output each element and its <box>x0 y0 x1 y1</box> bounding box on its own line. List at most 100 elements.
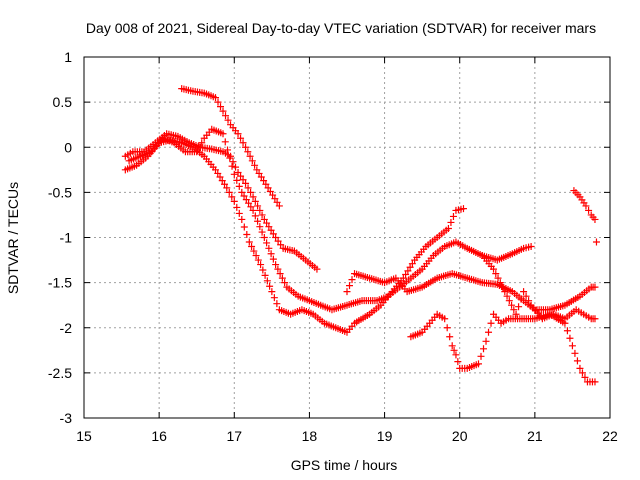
data-point <box>242 196 250 204</box>
data-point <box>219 130 227 138</box>
data-point <box>244 184 252 192</box>
data-point <box>505 297 513 305</box>
series-track-2 <box>121 136 467 336</box>
y-tick-label: 0 <box>64 139 72 155</box>
data-point <box>452 351 460 359</box>
plot-frame <box>83 56 611 419</box>
data-point <box>235 182 243 190</box>
data-point <box>224 116 232 124</box>
data-point <box>212 166 219 174</box>
data-point <box>568 342 576 350</box>
data-point <box>274 265 282 273</box>
data-point <box>480 345 488 353</box>
data-point <box>234 169 242 177</box>
data-point <box>266 187 274 195</box>
data-point <box>214 98 222 106</box>
x-tick-label: 20 <box>452 428 468 444</box>
data-point <box>446 333 454 341</box>
data-point <box>218 177 226 185</box>
data-point <box>263 277 271 285</box>
data-point <box>221 138 229 146</box>
data-point <box>263 239 271 247</box>
data-point <box>247 203 255 211</box>
data-point <box>216 173 224 181</box>
data-point <box>249 193 257 201</box>
data-point <box>264 184 272 192</box>
data-point <box>267 250 275 258</box>
data-point <box>447 218 455 226</box>
x-tick-label: 17 <box>226 428 242 444</box>
data-point <box>510 306 518 314</box>
data-point <box>233 203 241 211</box>
data-point <box>494 274 502 282</box>
data-point <box>234 130 242 138</box>
data-point <box>591 378 599 386</box>
data-point <box>343 288 351 296</box>
data-point <box>313 265 321 273</box>
data-point <box>454 358 462 366</box>
data-point <box>585 206 593 214</box>
data-point <box>212 94 219 102</box>
data-point <box>254 256 262 264</box>
data-point <box>251 161 259 169</box>
x-tick-label: 15 <box>76 428 92 444</box>
data-point <box>260 177 268 185</box>
x-tick-label: 22 <box>602 428 618 444</box>
data-point <box>406 263 414 271</box>
data-point <box>578 369 586 377</box>
data-point <box>444 224 452 232</box>
data-point <box>228 193 236 201</box>
data-point <box>268 288 276 296</box>
data-point <box>228 162 236 170</box>
data-point <box>233 176 241 184</box>
data-point <box>245 238 253 246</box>
data-point <box>240 223 248 231</box>
data-point <box>277 241 285 249</box>
data-point <box>281 279 289 287</box>
data-point <box>269 255 277 263</box>
data-point <box>487 319 495 327</box>
data-point <box>272 261 280 269</box>
data-point <box>258 211 266 219</box>
data-point <box>225 188 233 196</box>
data-point <box>477 352 485 360</box>
data-point <box>223 184 231 192</box>
data-point <box>273 300 281 308</box>
data-point <box>527 243 535 251</box>
data-point <box>193 148 201 156</box>
data-point <box>265 223 273 231</box>
data-point <box>520 288 528 296</box>
data-point <box>251 212 259 220</box>
series-track-3 <box>125 125 535 314</box>
data-point <box>252 252 260 260</box>
y-tick-label: -1 <box>60 230 73 246</box>
y-tick-label: -3 <box>60 410 73 426</box>
data-point <box>232 163 240 171</box>
data-point <box>251 197 259 205</box>
chart-title: Day 008 of 2021, Sidereal Day-to-day VTE… <box>86 20 596 36</box>
data-point <box>517 295 525 303</box>
data-point <box>592 238 600 246</box>
y-axis-title: SDTVAR / TECUs <box>5 182 21 294</box>
data-point <box>273 198 281 206</box>
data-point <box>222 112 230 120</box>
series-track-8 <box>570 187 600 246</box>
data-point <box>249 206 257 214</box>
data-point <box>237 134 245 142</box>
grid-layer <box>84 57 610 418</box>
x-tick-label: 18 <box>302 428 318 444</box>
data-point <box>512 310 520 318</box>
data-point <box>450 346 458 354</box>
data-point <box>573 357 581 365</box>
data-point <box>515 303 523 311</box>
data-point <box>261 271 269 279</box>
data-point <box>250 247 258 255</box>
data-point <box>449 212 457 220</box>
data-point <box>591 215 599 223</box>
data-point <box>265 244 273 252</box>
data-point <box>270 294 278 302</box>
data-point <box>443 324 451 332</box>
data-point <box>247 188 255 196</box>
